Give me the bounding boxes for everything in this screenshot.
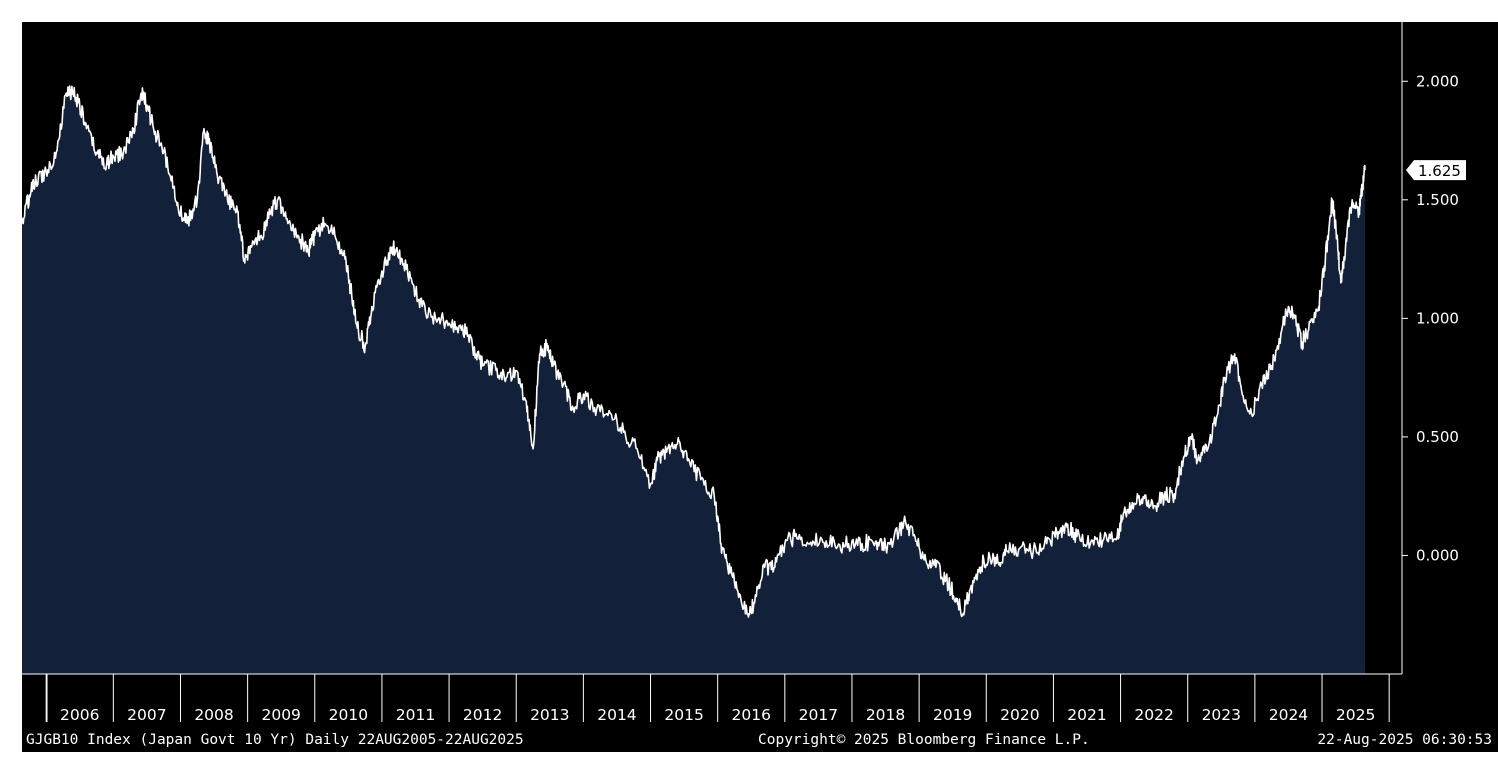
x-tick-label: 2022	[1134, 706, 1173, 724]
x-tick-label: 2016	[732, 706, 771, 724]
y-tick-label: 0.000	[1416, 546, 1459, 564]
footer-copyright: Copyright© 2025 Bloomberg Finance L.P.	[758, 732, 1090, 748]
area-layer	[22, 86, 1365, 675]
footer-timestamp: 22-Aug-2025 06:30:53	[1317, 732, 1492, 748]
axis-panel-right	[1402, 22, 1498, 726]
y-tick-label: 2.000	[1416, 72, 1459, 90]
x-tick-label: 2014	[597, 706, 636, 724]
axis-panel-bottom	[22, 674, 1498, 726]
x-tick-label: 2020	[1000, 706, 1039, 724]
x-tick-label: 2015	[664, 706, 703, 724]
y-tick-label: 1.000	[1416, 309, 1459, 327]
y-tick-label: 0.500	[1416, 428, 1459, 446]
footer-security-info: GJGB10 Index (Japan Govt 10 Yr) Daily 22…	[26, 732, 524, 748]
x-tick-label: 2013	[530, 706, 569, 724]
x-tick-label: 2023	[1202, 706, 1241, 724]
x-tick-label: 2011	[396, 706, 435, 724]
x-tick-label: 2012	[463, 706, 502, 724]
y-tick-label: 1.500	[1416, 191, 1459, 209]
x-tick-label: 2018	[866, 706, 905, 724]
y-axis: 2.000 1.500 1.000 0.500 0.000	[1401, 22, 1459, 674]
last-value-label: 1.625	[1418, 162, 1461, 180]
series-line	[21, 85, 1366, 618]
x-tick-label: 2006	[60, 706, 99, 724]
x-axis: 2006 2007 2008 2009 2010 2011 2012 2013 2014 2015…	[22, 673, 1402, 724]
line-layer	[21, 85, 1366, 618]
last-value-tag-shape	[1406, 160, 1466, 181]
x-tick-label: 2009	[261, 706, 300, 724]
x-tick-label: 2008	[194, 706, 233, 724]
footer-bar	[22, 726, 1498, 752]
x-tick-label: 2025	[1336, 706, 1375, 724]
x-tick-label: 2007	[127, 706, 166, 724]
x-tick-label: 2024	[1269, 706, 1308, 724]
x-tick-label: 2019	[933, 706, 972, 724]
x-tick-label: 2021	[1067, 706, 1106, 724]
last-value-tag: 1.625	[1406, 160, 1466, 181]
x-tick-label: 2017	[799, 706, 838, 724]
area-fill	[22, 86, 1365, 675]
x-tick-label: 2010	[329, 706, 368, 724]
